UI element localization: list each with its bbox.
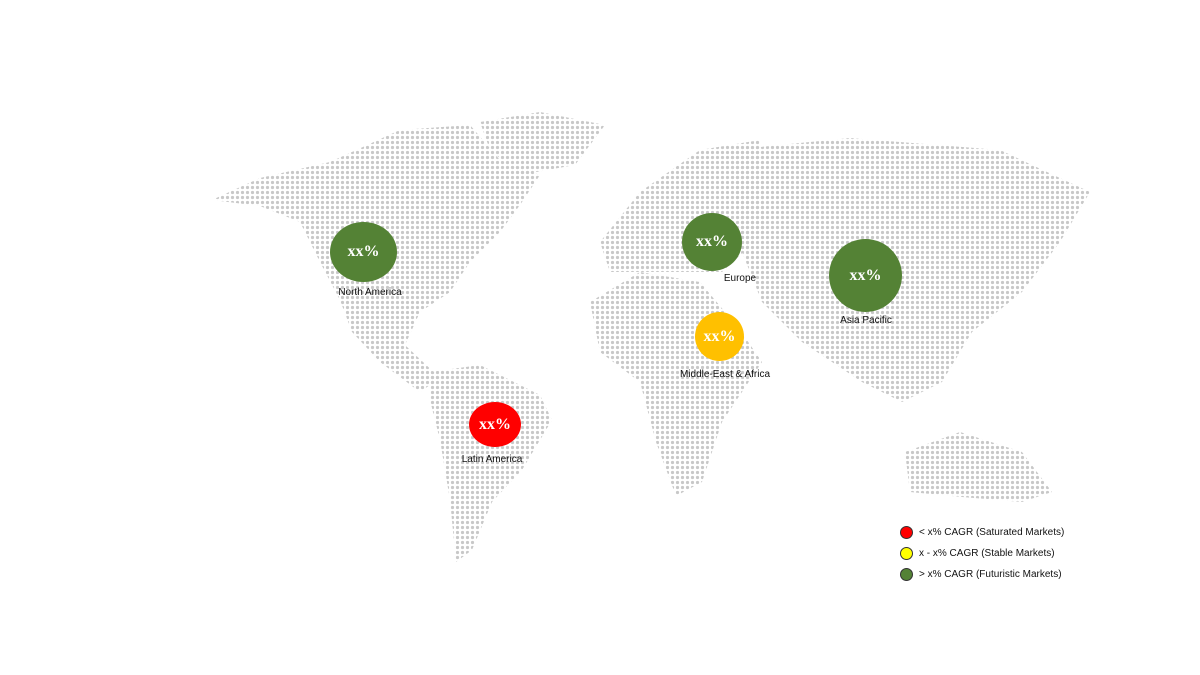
label-middle-east-africa: Middle-East & Africa: [679, 369, 771, 380]
legend-item-stable: x - x% CAGR (Stable Markets): [900, 543, 1064, 564]
label-europe: Europe: [723, 273, 757, 284]
red-dot-icon: [900, 526, 913, 539]
continent-asia: [730, 138, 1090, 402]
legend-item-saturated: < x% CAGR (Saturated Markets): [900, 522, 1064, 543]
label-latin-america: Latin America: [461, 454, 523, 465]
green-dot-icon: [900, 568, 913, 581]
bubble-latin-america: xx%: [469, 402, 521, 447]
bubble-north-america: xx%: [330, 222, 397, 282]
bubble-middle-east-africa: xx%: [695, 312, 744, 361]
continent-greenland: [480, 112, 605, 175]
label-north-america: North America: [338, 287, 402, 298]
continent-africa: [590, 272, 762, 496]
legend: < x% CAGR (Saturated Markets) x - x% CAG…: [900, 522, 1064, 585]
bubble-europe: xx%: [682, 213, 742, 271]
bubble-asia-pacific: xx%: [829, 239, 902, 312]
continent-south-america: [430, 365, 552, 562]
continent-australia: [905, 432, 1052, 502]
legend-item-futuristic: > x% CAGR (Futuristic Markets): [900, 564, 1064, 585]
yellow-dot-icon: [900, 547, 913, 560]
legend-label: > x% CAGR (Futuristic Markets): [919, 569, 1062, 580]
legend-label: x - x% CAGR (Stable Markets): [919, 548, 1055, 559]
legend-label: < x% CAGR (Saturated Markets): [919, 527, 1065, 538]
label-asia-pacific: Asia Pacific: [840, 315, 892, 326]
